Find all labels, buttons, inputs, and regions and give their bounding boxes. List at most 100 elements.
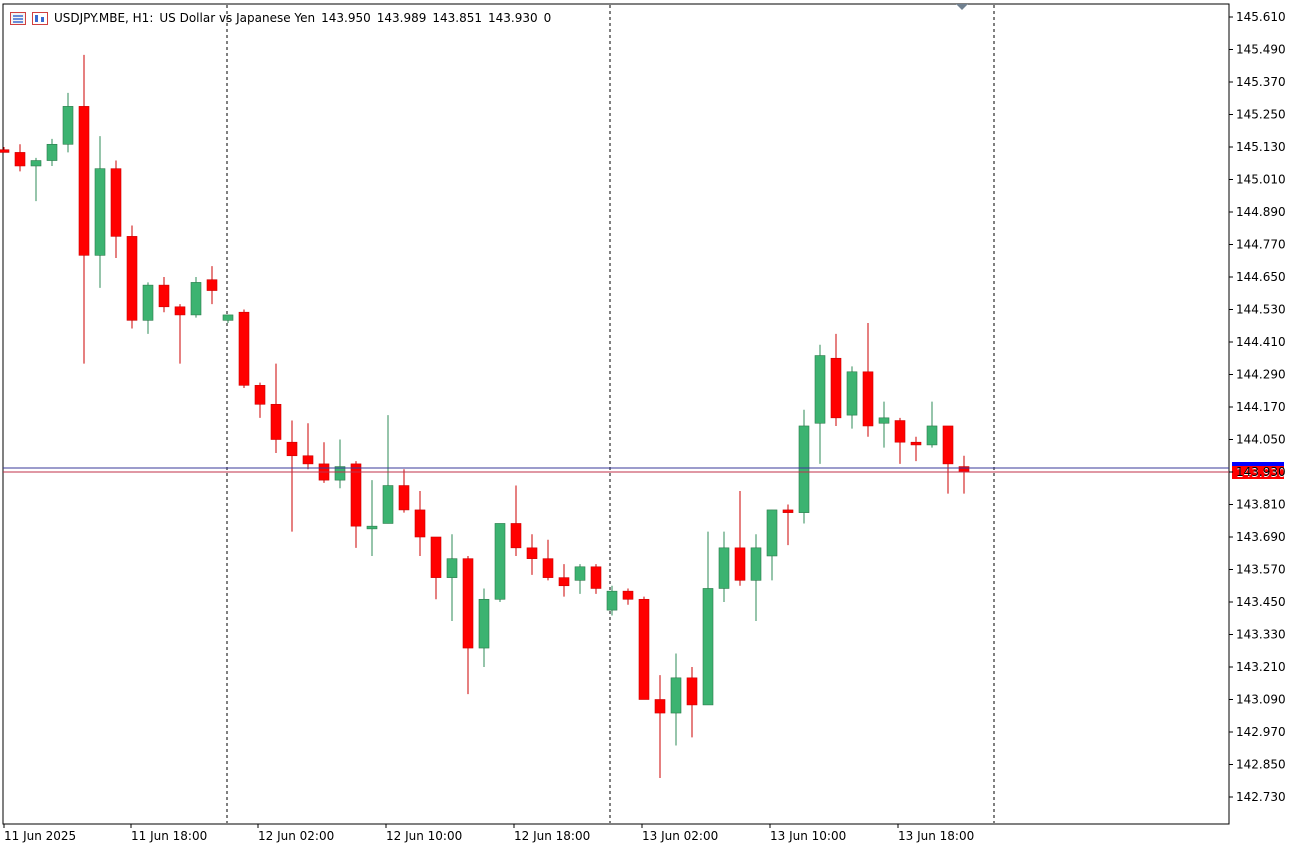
- candle: [542, 539, 554, 581]
- candle-body: [638, 598, 650, 700]
- candle-body: [894, 420, 906, 443]
- candle-body: [926, 425, 938, 446]
- candle-body: [126, 236, 138, 321]
- candle-body: [398, 485, 410, 511]
- price-tick-label: 143.690: [1236, 530, 1286, 544]
- price-tick-label: 143.210: [1236, 660, 1286, 674]
- candle: [62, 92, 74, 153]
- candle-body: [590, 566, 602, 589]
- candle-body: [574, 566, 586, 581]
- candle: [446, 534, 458, 621]
- time-tick-label: 12 Jun 02:00: [258, 829, 334, 843]
- price-tick-label: 145.010: [1236, 173, 1286, 187]
- candle-body: [782, 509, 794, 513]
- candle: [654, 675, 666, 779]
- price-tick-label: 145.490: [1236, 43, 1286, 57]
- price-tick-label: 143.090: [1236, 693, 1286, 707]
- candle: [862, 323, 874, 437]
- candle-body: [0, 149, 10, 153]
- candle: [878, 401, 890, 448]
- candle: [526, 534, 538, 575]
- candle-body: [446, 558, 458, 578]
- price-tick-label: 143.570: [1236, 563, 1286, 577]
- candle-body: [798, 425, 810, 513]
- candle: [398, 469, 410, 513]
- candle: [686, 667, 698, 738]
- chart-shift-marker[interactable]: [956, 4, 968, 10]
- candle-body: [654, 699, 666, 714]
- candle: [942, 425, 954, 494]
- time-tick-label: 13 Jun 18:00: [898, 829, 974, 843]
- candle-body: [814, 355, 826, 424]
- candle: [94, 136, 106, 288]
- candle: [510, 485, 522, 556]
- candle: [382, 415, 394, 524]
- candle-body: [238, 311, 250, 386]
- price-tick-label: 145.610: [1236, 10, 1286, 24]
- price-axis[interactable]: 145.610 145.490 145.370 145.250 145.130 145.0…: [1229, 10, 1286, 804]
- price-tick-label: 145.250: [1236, 108, 1286, 122]
- candle-body: [862, 371, 874, 427]
- candle-body: [750, 547, 762, 581]
- candle-body: [478, 598, 490, 649]
- candle-body: [78, 106, 90, 256]
- high-value: 143.989: [376, 11, 427, 25]
- candle: [782, 504, 794, 546]
- candle: [718, 531, 730, 602]
- price-tick-label: 144.170: [1236, 400, 1286, 414]
- candle: [702, 531, 714, 706]
- candle: [286, 420, 298, 532]
- candle-body: [286, 441, 298, 457]
- candle-body: [766, 509, 778, 557]
- candle: [366, 480, 378, 556]
- price-lines: 143.930: [3, 462, 1286, 480]
- candle: [638, 596, 650, 700]
- price-tick-label: 143.450: [1236, 595, 1286, 609]
- candle-body: [94, 168, 106, 256]
- candle-body: [62, 106, 74, 145]
- candle-body: [702, 588, 714, 706]
- price-tick-label: 143.810: [1236, 498, 1286, 512]
- price-tick-label: 144.410: [1236, 335, 1286, 349]
- candle-body: [334, 466, 346, 481]
- candle-body: [174, 306, 186, 316]
- candle: [622, 588, 634, 605]
- time-tick-label: 11 Jun 18:00: [131, 829, 207, 843]
- candle-body: [718, 547, 730, 589]
- price-tick-label: 145.130: [1236, 140, 1286, 154]
- candle-body: [46, 143, 58, 161]
- candle-body: [350, 463, 362, 527]
- price-tick-label: 144.290: [1236, 368, 1286, 382]
- candle: [270, 363, 282, 454]
- candle-body: [30, 160, 42, 167]
- price-tick-label: 145.370: [1236, 75, 1286, 89]
- time-axis[interactable]: 11 Jun 2025 11 Jun 18:00 12 Jun 02:00 12 Ju…: [3, 824, 974, 843]
- price-tick-label: 144.530: [1236, 303, 1286, 317]
- candle-body: [382, 485, 394, 524]
- candle: [670, 653, 682, 746]
- candle-body: [158, 284, 170, 308]
- candle-body: [110, 168, 122, 237]
- chart-window-icon[interactable]: [32, 11, 48, 25]
- price-tick-label: 142.730: [1236, 790, 1286, 804]
- bid-price-tag: [1232, 466, 1284, 479]
- candle: [0, 147, 10, 153]
- ask-price-tag: [1232, 462, 1284, 468]
- candle: [766, 509, 778, 581]
- symbol-list-icon[interactable]: [10, 11, 26, 25]
- price-tick-label: 143.930: [1236, 465, 1286, 479]
- candle-body: [430, 536, 442, 578]
- candle: [926, 401, 938, 448]
- time-tick-label: 13 Jun 02:00: [642, 829, 718, 843]
- candle-body: [942, 425, 954, 465]
- candle: [574, 564, 586, 594]
- candle-body: [414, 509, 426, 538]
- candle: [158, 277, 170, 313]
- candle-body: [910, 441, 922, 446]
- candle-body: [558, 577, 570, 587]
- candle-body: [462, 558, 474, 649]
- candle-body: [14, 152, 26, 167]
- time-tick-label: 12 Jun 10:00: [386, 829, 462, 843]
- candle-body: [302, 455, 314, 465]
